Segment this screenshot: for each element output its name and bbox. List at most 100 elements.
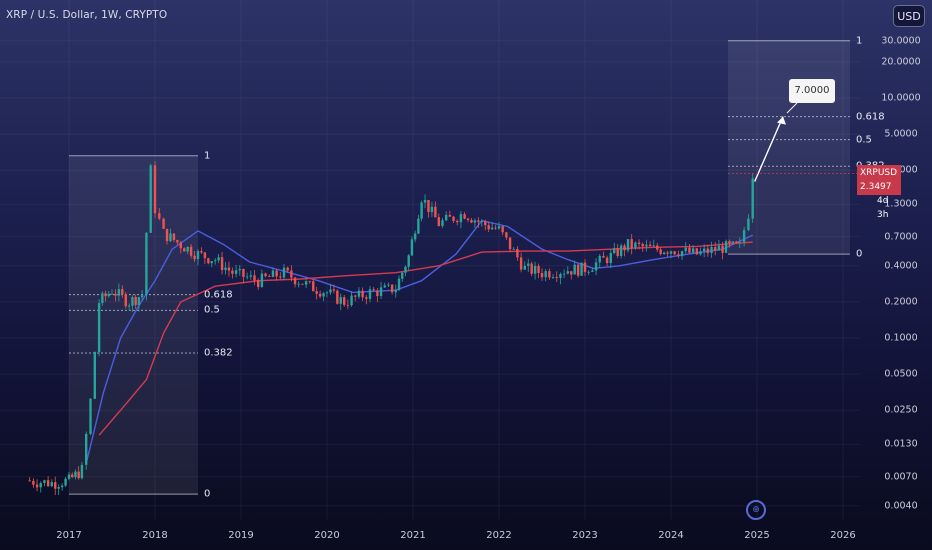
candle-body <box>162 218 165 229</box>
candle-body <box>71 474 74 478</box>
price-badge: XRPUSD 2.3497 4d 3h <box>857 165 901 220</box>
candle-body <box>662 252 666 254</box>
candle-body <box>336 290 339 304</box>
fib-level-label: 0.5 <box>204 304 220 316</box>
candle-body <box>702 248 706 252</box>
candle-body <box>57 487 60 489</box>
candle-body <box>616 248 619 257</box>
candle-body <box>576 264 580 276</box>
candle-body <box>566 271 569 274</box>
candle-body <box>407 255 410 267</box>
currency-button[interactable]: USD <box>893 5 925 27</box>
fib-level-label: 0.5 <box>856 134 872 146</box>
candle-body <box>117 289 121 296</box>
candle-body <box>404 266 407 273</box>
candle-body <box>97 303 101 352</box>
candle-body <box>695 248 698 255</box>
candle-body <box>484 221 487 226</box>
candle-body <box>544 271 547 278</box>
candle-body <box>121 289 124 295</box>
candle-body <box>677 254 680 257</box>
candle-body <box>134 297 137 306</box>
candle-body <box>60 485 64 488</box>
candle-body <box>172 233 176 241</box>
candle-body <box>562 273 566 275</box>
candle-body <box>470 219 473 223</box>
candle-body <box>456 220 459 223</box>
candle-body <box>688 247 691 253</box>
candle-body <box>490 227 494 230</box>
candle-body <box>343 297 346 305</box>
candle-body <box>477 220 480 222</box>
candle-body <box>673 251 676 255</box>
candle-body <box>67 474 71 479</box>
y-tick-label: 0.7000 <box>884 231 918 243</box>
candle-body <box>304 281 308 285</box>
candle-body <box>376 290 379 297</box>
y-tick-label: 0.4000 <box>884 260 918 272</box>
candle-body <box>580 262 583 276</box>
candle-body <box>28 480 31 482</box>
candle-body <box>626 239 630 251</box>
candle-body <box>365 297 368 299</box>
candle-body <box>249 275 253 277</box>
x-tick-label: 2017 <box>56 530 82 541</box>
target-price-label: 7.0000 <box>789 79 835 103</box>
candle-body <box>379 287 383 297</box>
candle-body <box>64 478 67 486</box>
candle-body <box>238 268 241 271</box>
fib-level-label: 0.382 <box>204 347 233 359</box>
candle-body <box>394 290 397 293</box>
candle-body <box>286 267 289 271</box>
candle-body <box>659 249 662 254</box>
candle-body <box>32 480 35 485</box>
x-tick-label: 2020 <box>314 530 340 541</box>
candle-body <box>623 245 626 251</box>
candle-body <box>598 255 601 263</box>
candle-body <box>630 239 633 248</box>
candle-body <box>257 280 260 287</box>
candle-body <box>570 271 573 275</box>
candle-body <box>137 297 141 306</box>
candle-body <box>645 244 648 247</box>
x-tick-label: 2018 <box>142 530 168 541</box>
candle-body <box>699 251 702 255</box>
candle-body <box>74 471 77 478</box>
candle-body <box>747 218 750 231</box>
y-tick-label: 0.0040 <box>884 500 918 512</box>
y-tick-label: 30.0000 <box>881 35 921 47</box>
candle-body <box>721 245 724 253</box>
candle-body <box>77 471 80 479</box>
candle-body <box>346 304 350 306</box>
candle-body <box>427 200 430 213</box>
candle-body <box>245 276 249 278</box>
candle-body <box>214 260 217 262</box>
candle-body <box>530 263 533 274</box>
candle-body <box>548 271 551 278</box>
candle-body <box>149 165 152 233</box>
candle-body <box>466 218 470 220</box>
candle-body <box>619 245 623 257</box>
candle-body <box>104 293 107 297</box>
candle-body <box>158 213 161 219</box>
candle-body <box>207 258 210 264</box>
candle-body <box>463 214 466 219</box>
candle-body <box>165 228 169 242</box>
candle-body <box>193 255 196 260</box>
replay-icon[interactable]: ⊕ <box>746 500 766 520</box>
candle-body <box>176 240 179 243</box>
fib-left-box <box>69 155 198 495</box>
candle-body <box>372 289 375 291</box>
candle-body <box>648 244 652 247</box>
candle-body <box>591 270 594 272</box>
candle-body <box>275 270 278 277</box>
candle-body <box>731 241 735 244</box>
x-tick-label: 2021 <box>400 530 426 541</box>
candle-body <box>332 289 336 291</box>
candle-body <box>527 263 530 266</box>
candle-body <box>652 245 655 247</box>
candle-body <box>279 276 282 278</box>
candle-body <box>724 241 728 253</box>
